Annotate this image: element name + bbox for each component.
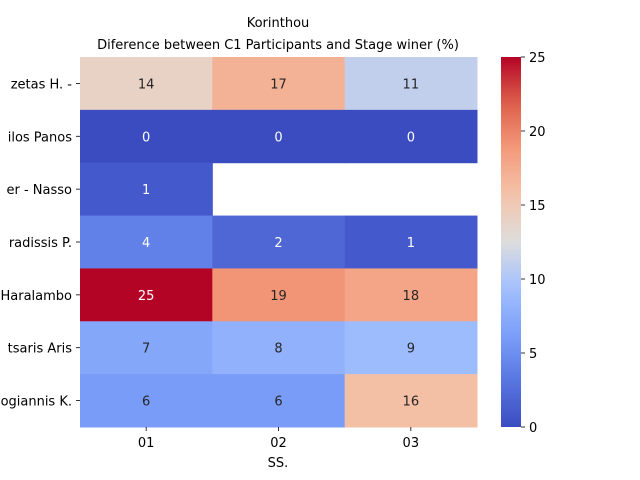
y-tick-label: tsaris Aris: [8, 342, 73, 357]
y-tick-label: ogiannis K.: [1, 395, 72, 410]
cell-value-label: 7: [142, 342, 150, 357]
cell-value-label: 8: [274, 342, 282, 357]
heatmap-cell: [212, 321, 346, 375]
cell-value-label: 9: [407, 342, 415, 357]
cell-value-label: 1: [142, 183, 150, 198]
x-tick-label: 02: [270, 436, 287, 451]
cell-value-label: 6: [142, 395, 150, 410]
y-tick-label: ilos Panos: [8, 130, 72, 145]
heatmap-cell: [80, 109, 213, 164]
colorbar-tick-label: 20: [529, 125, 546, 140]
heatmap-cell: [344, 321, 478, 375]
heatmap-cells: 14 17 110 0 014 2 125 19 187 8 96 6 16: [80, 57, 478, 428]
cell-value-label: 19: [270, 289, 287, 304]
y-tick-label: er - Nasso: [7, 183, 73, 198]
heatmap-cell: [80, 162, 213, 217]
cell-value-label: 2: [274, 236, 282, 251]
colorbar-tick-label: 15: [529, 199, 546, 214]
heatmap-cell: [344, 57, 478, 111]
cell-value-label: 17: [270, 77, 287, 92]
cell-value-label: 25: [138, 289, 155, 304]
heatmap-cell: [80, 215, 213, 269]
heatmap-cell: [344, 109, 478, 164]
cell-value-label: 0: [407, 130, 415, 145]
x-axis-tick-labels: 01 02 03: [138, 427, 419, 451]
heatmap-cell: [212, 109, 346, 164]
chart-subtitle: Diference between C1 Participants and St…: [97, 38, 459, 53]
chart-title: Korinthou: [247, 16, 310, 31]
cell-value-label: 6: [274, 395, 282, 410]
heatmap-cell: [212, 268, 346, 322]
cell-value-label: 4: [142, 236, 150, 251]
colorbar: [501, 57, 521, 427]
cell-value-label: 11: [403, 77, 420, 92]
y-tick-label: Haralambo: [1, 289, 73, 304]
cell-value-label: 0: [274, 130, 282, 145]
cell-value-label: 0: [142, 130, 150, 145]
x-tick-label: 01: [138, 436, 155, 451]
colorbar-tick-label: 25: [529, 51, 546, 66]
cell-value-label: 14: [138, 77, 155, 92]
colorbar-tick-label: 5: [529, 347, 537, 362]
cell-value-label: 18: [403, 289, 420, 304]
cell-value-label: 16: [403, 395, 420, 410]
colorbar-ticks: 0 5 10 15 20 25: [521, 51, 546, 436]
heatmap-cell: [344, 215, 478, 269]
heatmap-cell: [80, 268, 213, 322]
heatmap-cell: [80, 57, 213, 111]
x-axis-label: SS.: [268, 456, 289, 471]
x-tick-label: 03: [403, 436, 420, 451]
heatmap-cell: [344, 374, 478, 428]
cell-value-label: 1: [407, 236, 415, 251]
heatmap-cell: [80, 374, 213, 428]
heatmap-cell: [212, 374, 346, 428]
y-tick-label: radissis P.: [9, 236, 72, 251]
y-tick-label: zetas H. -: [11, 77, 73, 92]
y-axis-tick-labels: zetas H. - ilos Panos er - Nasso radissis P…: [1, 77, 80, 410]
heatmap-cell: [212, 215, 346, 269]
heatmap-cell: [80, 321, 213, 375]
heatmap-cell: [212, 57, 346, 111]
colorbar-tick-label: 0: [529, 421, 537, 436]
heatmap-cell: [344, 268, 478, 322]
colorbar-tick-label: 10: [529, 273, 546, 288]
